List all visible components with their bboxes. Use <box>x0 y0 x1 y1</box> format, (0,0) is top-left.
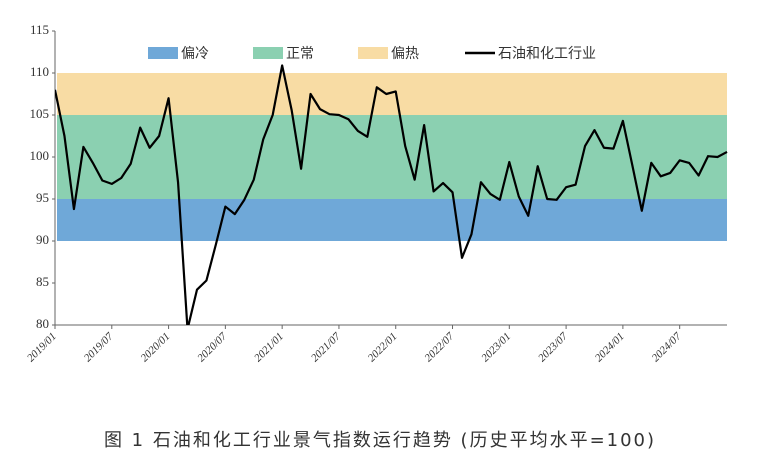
x-tick-label: 2023/01 <box>479 330 513 364</box>
x-tick-label: 2023/07 <box>536 330 570 364</box>
y-tick-label: 95 <box>36 190 49 205</box>
legend-swatch <box>358 47 388 59</box>
x-tick-label: 2020/01 <box>139 330 173 364</box>
x-tick-label: 2020/07 <box>195 330 229 364</box>
y-tick-label: 80 <box>36 316 49 331</box>
x-tick-label: 2019/01 <box>25 330 59 364</box>
x-tick-label: 2022/01 <box>366 330 400 364</box>
chart-title: 图 1 石油和化工行业景气指数运行趋势 (历史平均水平=100) <box>104 430 656 451</box>
legend-label: 偏冷 <box>181 46 209 62</box>
x-tick-label: 2019/07 <box>82 330 116 364</box>
x-tick-label: 2022/07 <box>422 330 456 364</box>
y-tick-label: 90 <box>36 232 49 247</box>
y-tick-label: 100 <box>30 148 50 163</box>
y-tick-label: 110 <box>30 64 49 79</box>
plot-area <box>55 64 728 325</box>
legend-label: 偏热 <box>391 46 419 62</box>
band <box>57 73 727 115</box>
legend-label: 石油和化工行业 <box>498 46 596 62</box>
legend-swatch <box>148 47 178 59</box>
legend-swatch <box>253 47 283 59</box>
band <box>57 115 727 199</box>
x-tick-label: 2024/01 <box>593 330 627 364</box>
x-tick-label: 2021/07 <box>309 330 343 364</box>
y-tick-label: 85 <box>36 274 49 289</box>
band <box>57 199 727 241</box>
x-tick-label: 2021/01 <box>252 330 286 364</box>
line-series <box>55 64 728 325</box>
legend-label: 正常 <box>286 46 314 62</box>
y-tick-label: 115 <box>30 22 49 37</box>
y-tick-label: 105 <box>30 106 50 121</box>
x-tick-label: 2024/07 <box>650 330 684 364</box>
